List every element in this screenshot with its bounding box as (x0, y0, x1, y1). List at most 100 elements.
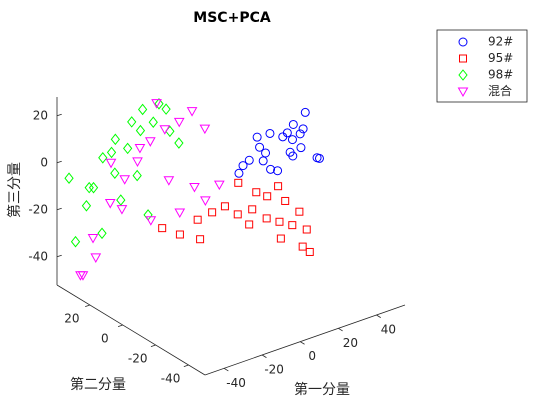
point (97, 227, 107, 240)
point (193, 215, 202, 224)
legend-marker (458, 37, 468, 47)
point (287, 135, 297, 145)
point (75, 271, 86, 281)
point (110, 133, 120, 146)
z-tick (56, 254, 62, 258)
y-tick-label: -40 (161, 372, 181, 386)
x-tick (376, 314, 381, 318)
point (252, 132, 262, 142)
point (175, 230, 184, 239)
point (148, 116, 158, 129)
point (238, 161, 248, 171)
point (266, 164, 276, 174)
point (263, 192, 272, 201)
z-tick-label: -20 (28, 202, 48, 216)
x-tick-label: -20 (264, 363, 284, 377)
legend-marker (458, 69, 468, 81)
point (314, 153, 324, 163)
point (134, 144, 146, 154)
point (189, 183, 200, 193)
point (258, 156, 268, 166)
point (282, 128, 292, 138)
legend-label: 混合 (488, 83, 512, 98)
point (233, 210, 242, 219)
point (90, 253, 102, 263)
x-tick-label: 0 (308, 349, 316, 363)
point (173, 117, 185, 128)
point (159, 125, 171, 135)
z-tick (56, 113, 62, 117)
point (158, 224, 167, 233)
point (199, 124, 211, 135)
point (161, 103, 171, 115)
point (295, 129, 305, 139)
point (135, 124, 146, 137)
point (123, 142, 133, 155)
x-axis-label: 第一分量 (294, 381, 350, 398)
point (70, 235, 81, 248)
z-axis-label: 第三分量 (6, 162, 23, 218)
point (288, 151, 298, 161)
x-tick (338, 327, 343, 332)
point (98, 151, 108, 164)
point (104, 199, 116, 209)
point (105, 158, 117, 169)
point (281, 196, 290, 205)
point (275, 217, 284, 226)
point (87, 234, 99, 244)
point (151, 99, 162, 109)
y-tick (85, 304, 91, 307)
point (265, 128, 275, 138)
x-axis (204, 304, 406, 376)
point (132, 169, 142, 182)
y-tick-label: -20 (128, 352, 148, 366)
point (213, 180, 225, 191)
point (234, 178, 243, 187)
point (116, 194, 126, 206)
y-axis (56, 284, 206, 376)
y-tick-label: 0 (101, 332, 109, 346)
y-tick (183, 364, 189, 367)
point (255, 142, 265, 152)
point (127, 116, 137, 128)
legend-marker (457, 87, 469, 98)
point (64, 172, 74, 185)
legend-label: 95# (488, 51, 513, 65)
point (262, 214, 271, 223)
legend-label: 98# (488, 68, 513, 82)
z-tick-label: -40 (28, 249, 48, 263)
point (196, 235, 205, 244)
point (244, 155, 254, 165)
point (137, 103, 148, 116)
point (220, 202, 229, 211)
point (298, 242, 307, 251)
point (208, 208, 217, 217)
x-tick (261, 354, 267, 358)
y-tick-label: 20 (64, 312, 79, 326)
y-tick (150, 344, 156, 347)
x-tick (300, 341, 305, 345)
point (174, 208, 186, 219)
point (261, 148, 271, 158)
x-tick-label: -40 (226, 376, 246, 390)
point (186, 107, 198, 117)
z-tick (56, 160, 62, 164)
z-tick-label: 0 (40, 155, 48, 169)
x-tick (223, 367, 229, 372)
legend-box (436, 29, 528, 103)
legend-label: 92# (488, 35, 513, 49)
point (276, 234, 285, 243)
point (295, 207, 304, 216)
point (298, 124, 308, 134)
point (305, 247, 314, 256)
point (248, 205, 257, 214)
point (132, 157, 143, 167)
point (81, 199, 92, 212)
point (145, 216, 157, 226)
point (119, 175, 131, 185)
chart-title: MSC+PCA (193, 10, 271, 26)
legend-marker (459, 54, 467, 63)
y-axis-label: 第二分量 (70, 376, 126, 393)
point (302, 225, 311, 234)
